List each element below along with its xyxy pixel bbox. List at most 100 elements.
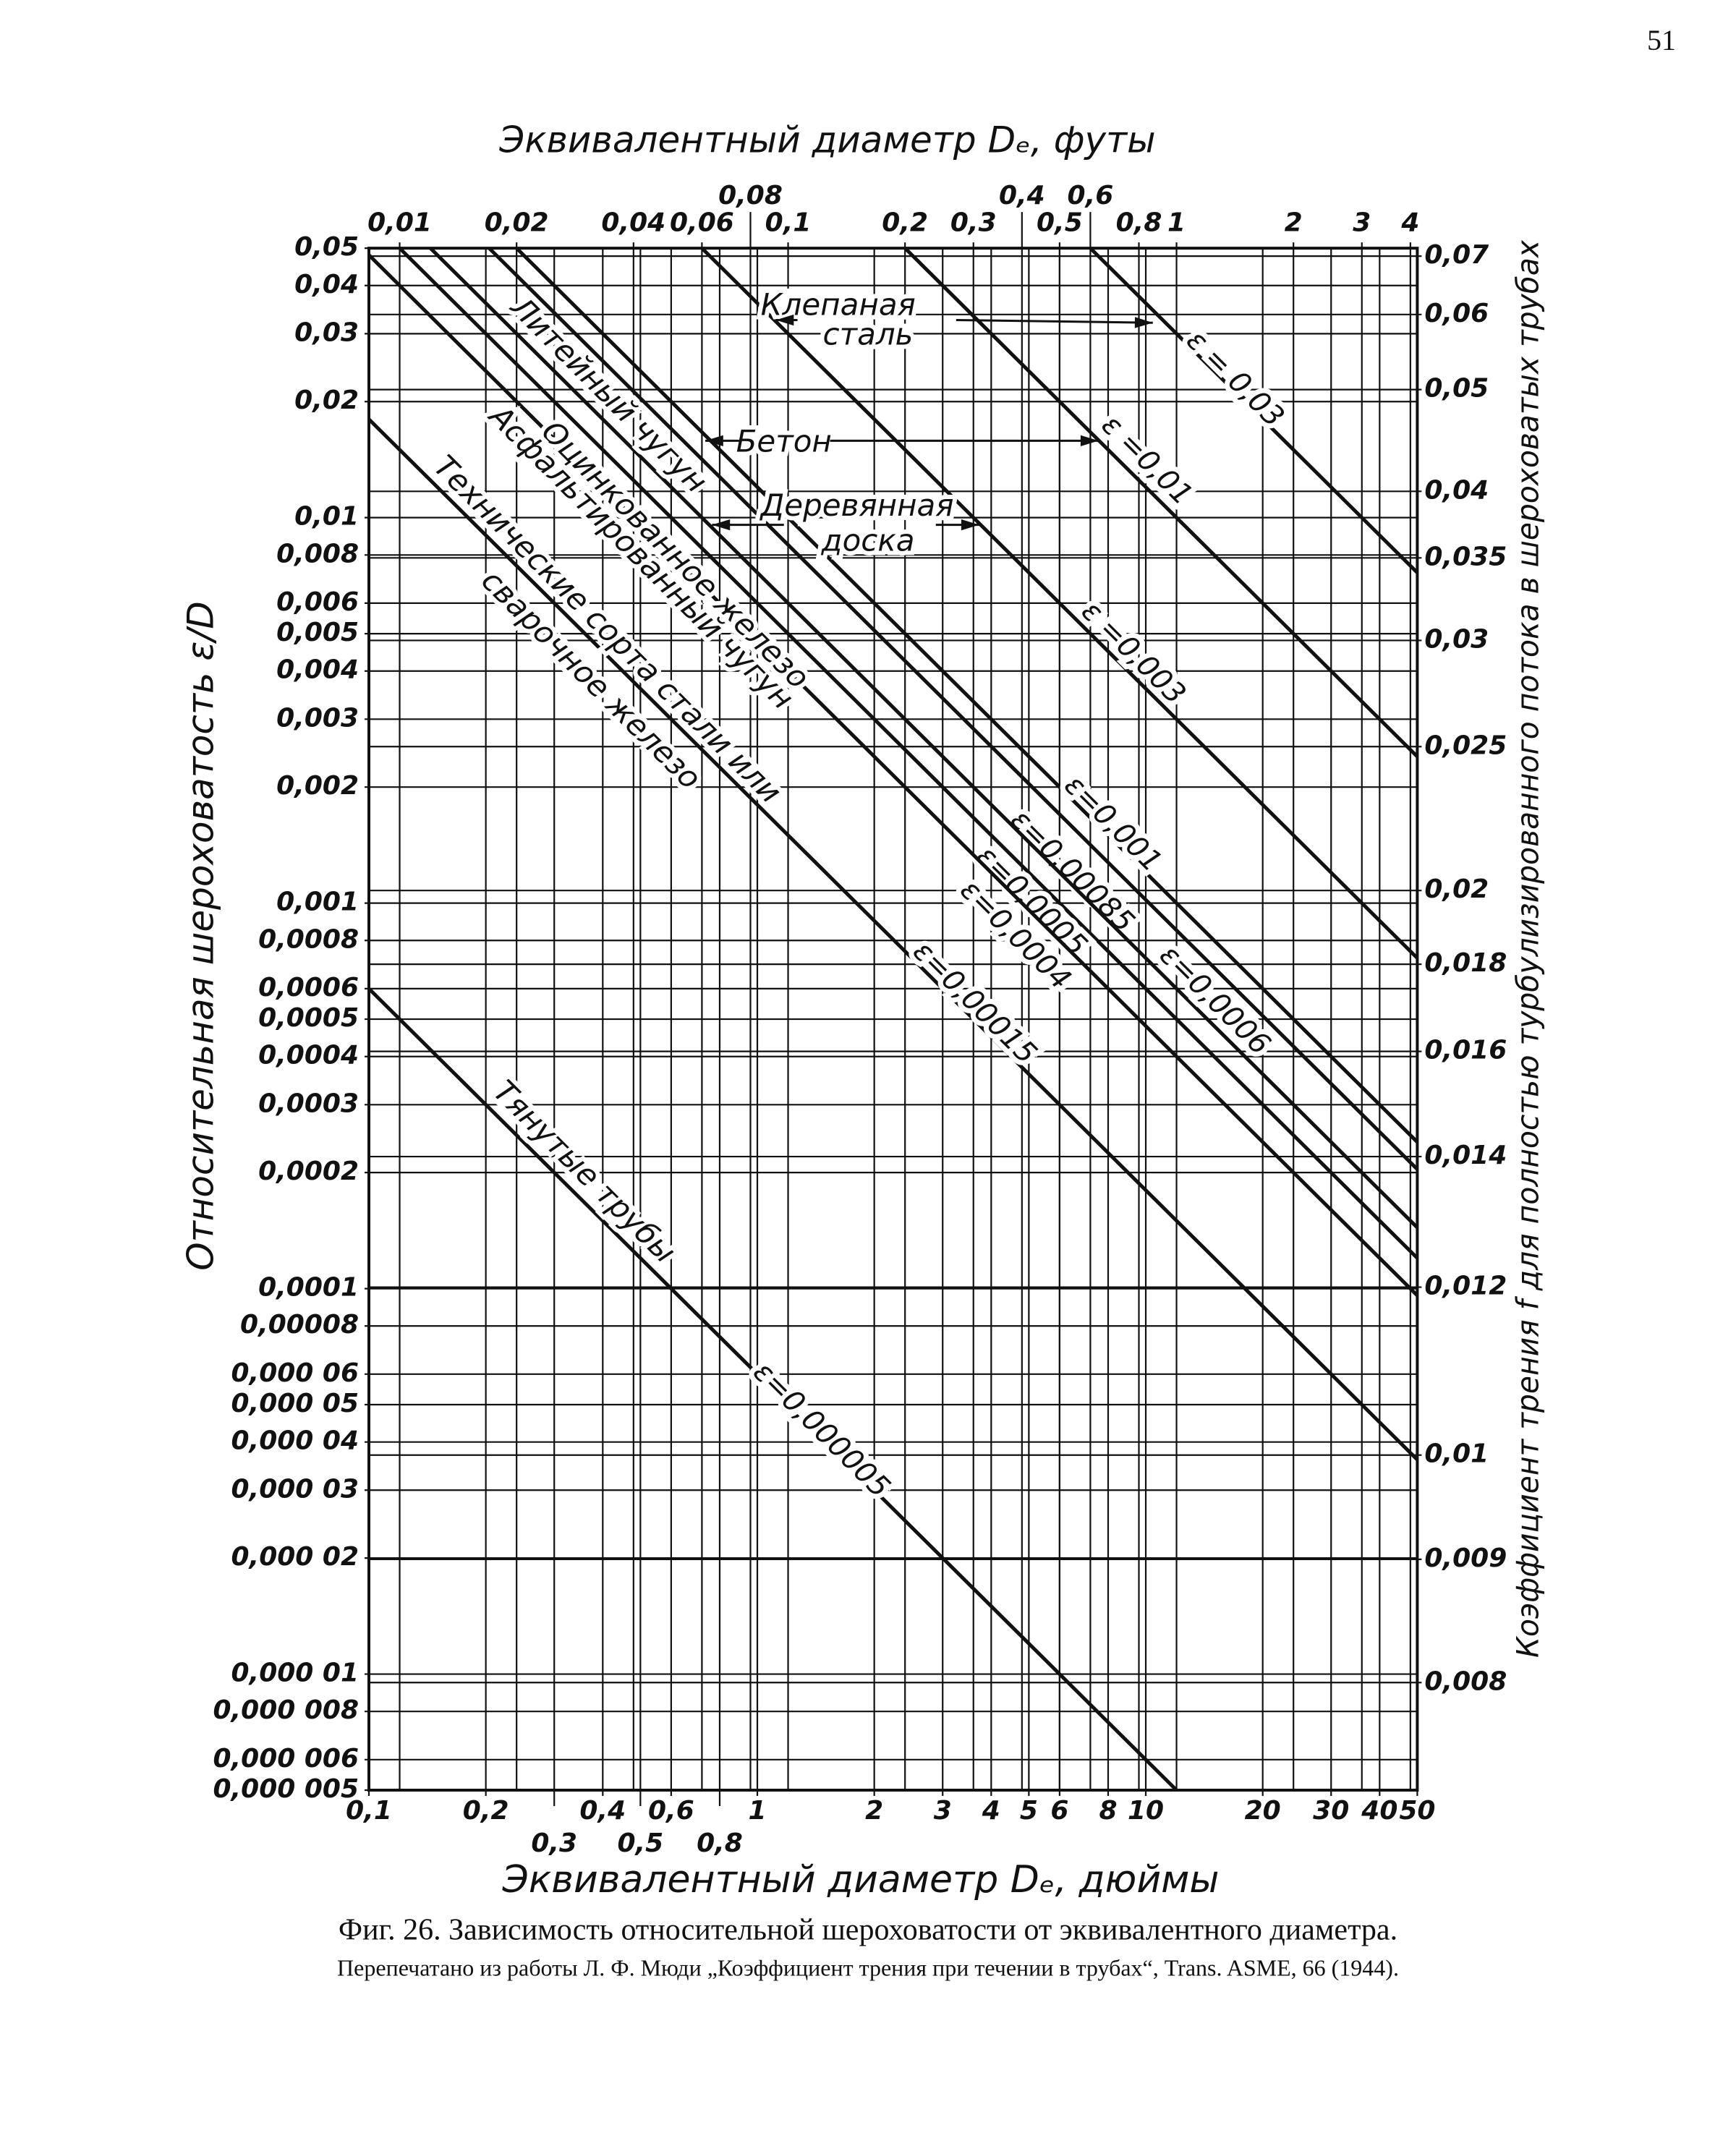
x-tick-label: 8 bbox=[1099, 1796, 1117, 1826]
y-tick-label: 0,0006 bbox=[258, 973, 359, 1002]
y-tick-label: 0,003 bbox=[276, 703, 359, 733]
material-label: сталь bbox=[823, 317, 914, 352]
roughness-line bbox=[429, 247, 1419, 1229]
y-tick-label: 0,006 bbox=[276, 587, 359, 617]
y-tick-label: 0,02 bbox=[294, 386, 359, 415]
x-tick-label: 3 bbox=[934, 1796, 952, 1826]
y-tick-label: 0,01 bbox=[294, 502, 359, 532]
x2-tick-label: 0,2 bbox=[882, 208, 928, 237]
arrow-head bbox=[1080, 435, 1099, 447]
x-tick-label: 4 bbox=[982, 1796, 1000, 1826]
right-axis-title: Коэффициент трения f для полностью турбу… bbox=[1510, 239, 1546, 1658]
y-tick-label: 0,0005 bbox=[258, 1003, 359, 1033]
x-tick-label: 5 bbox=[1020, 1796, 1038, 1826]
y2-tick-label: 0,05 bbox=[1424, 374, 1489, 404]
x-tick-label: 0,3 bbox=[531, 1828, 577, 1858]
x2-tick-label: 0,5 bbox=[1037, 208, 1083, 237]
x2-tick-label: 0,04 bbox=[601, 208, 665, 237]
x-tick-label: 0,1 bbox=[346, 1796, 392, 1826]
plot-frame bbox=[367, 247, 1419, 1792]
x2-tick-label: 0,01 bbox=[367, 208, 432, 237]
y-tick-label: 0,04 bbox=[294, 270, 359, 299]
y-tick-label: 0,0002 bbox=[258, 1157, 359, 1186]
roughness-line bbox=[367, 253, 1419, 1297]
series-label: ε =0,01 bbox=[1095, 408, 1199, 511]
series-label: ε =0,003 bbox=[1075, 595, 1192, 711]
y-tick-label: 0,000 04 bbox=[231, 1426, 359, 1456]
y-tick-label: 0,0001 bbox=[258, 1273, 359, 1303]
roughness-line bbox=[700, 247, 1419, 960]
roughness-line bbox=[367, 987, 1178, 1792]
y-tick-label: 0,000 01 bbox=[231, 1659, 359, 1688]
y-tick-label: 0,004 bbox=[276, 655, 359, 685]
x2-tick-label: 0,8 bbox=[1116, 208, 1162, 237]
caption-source: Перепечатано из работы Л. Ф. Мюди „Коэфф… bbox=[337, 1954, 1399, 1980]
x-tick-label: 0,2 bbox=[463, 1796, 509, 1826]
x2-tick-label: 0,6 bbox=[1068, 181, 1114, 210]
left-axis-title: Относительная шероховатость ε/D bbox=[180, 601, 222, 1271]
y2-tick-label: 0,04 bbox=[1424, 475, 1489, 505]
series-label: ε = 0,03 bbox=[1180, 324, 1290, 434]
roughness-line bbox=[1089, 247, 1419, 574]
y-tick-label: 0,000 008 bbox=[213, 1695, 359, 1725]
y-tick-label: 0,000 03 bbox=[231, 1474, 359, 1504]
x-tick-label: 10 bbox=[1128, 1796, 1164, 1826]
y2-tick-label: 0,018 bbox=[1424, 948, 1507, 978]
x-tick-label: 0,5 bbox=[617, 1828, 663, 1858]
y-tick-label: 0,000 06 bbox=[231, 1358, 359, 1388]
y-tick-label: 0,000 02 bbox=[231, 1542, 359, 1572]
x-tick-label: 0,4 bbox=[579, 1796, 626, 1826]
material-label: доска bbox=[821, 523, 915, 558]
x2-tick-label: 1 bbox=[1167, 208, 1186, 237]
top-axis-title: Эквивалентный диаметр Dₑ, футы bbox=[498, 119, 1155, 161]
y-tick-label: 0,0003 bbox=[258, 1089, 359, 1118]
page-number: 51 bbox=[1647, 24, 1676, 56]
x-tick-label: 50 bbox=[1399, 1796, 1435, 1826]
y2-tick-label: 0,01 bbox=[1424, 1439, 1489, 1469]
x2-tick-label: 0,1 bbox=[765, 208, 812, 237]
roughness-line bbox=[515, 247, 1419, 1144]
x2-tick-label: 0,08 bbox=[718, 181, 783, 210]
y-tick-label: 0,03 bbox=[294, 318, 359, 347]
x-tick-label: 2 bbox=[865, 1796, 883, 1826]
x2-tick-label: 3 bbox=[1353, 208, 1371, 237]
y2-tick-label: 0,02 bbox=[1424, 874, 1489, 904]
x-tick-label: 1 bbox=[748, 1796, 766, 1826]
material-label: Клепаная bbox=[761, 286, 916, 322]
series-label: ε=0,0006 bbox=[1153, 938, 1277, 1061]
bottom-axis-title: Эквивалентный диаметр Dₑ, дюймы bbox=[502, 1858, 1220, 1902]
x2-tick-label: 0,3 bbox=[950, 208, 997, 237]
y-tick-label: 0,000 006 bbox=[213, 1744, 359, 1774]
caption-line: Фиг. 26. Зависимость относительной шерох… bbox=[339, 1914, 1397, 1947]
x2-tick-label: 0,06 bbox=[670, 208, 734, 237]
y2-tick-label: 0,025 bbox=[1424, 731, 1507, 760]
arrow-head bbox=[961, 519, 979, 531]
y-tick-label: 0,05 bbox=[294, 232, 359, 262]
y-tick-label: 0,001 bbox=[276, 887, 359, 917]
arrow-head bbox=[705, 435, 723, 447]
material-label: Бетон bbox=[736, 424, 832, 459]
arrow-head bbox=[1134, 317, 1153, 328]
y2-tick-label: 0,014 bbox=[1424, 1141, 1507, 1170]
y2-tick-label: 0,035 bbox=[1424, 542, 1507, 571]
x-tick-label: 40 bbox=[1361, 1796, 1397, 1826]
x-tick-label: 30 bbox=[1313, 1796, 1349, 1826]
y2-tick-label: 0,009 bbox=[1424, 1543, 1507, 1573]
material-label: Деревянная bbox=[759, 487, 953, 523]
y2-tick-label: 0,03 bbox=[1424, 624, 1489, 654]
x2-tick-label: 0,02 bbox=[485, 208, 549, 237]
roughness-line bbox=[488, 247, 1419, 1171]
x2-tick-label: 4 bbox=[1400, 208, 1419, 237]
x-tick-label: 0,6 bbox=[648, 1796, 694, 1826]
y-tick-label: 0,00008 bbox=[240, 1310, 359, 1340]
y-tick-label: 0,002 bbox=[276, 771, 359, 801]
y-tick-label: 0,000 05 bbox=[231, 1389, 359, 1418]
roughness-line bbox=[367, 417, 1419, 1461]
arrow-shaft bbox=[956, 319, 1153, 324]
y2-tick-label: 0,016 bbox=[1424, 1036, 1507, 1065]
y-tick-label: 0,000 005 bbox=[213, 1774, 359, 1804]
y-tick-label: 0,0004 bbox=[258, 1041, 359, 1070]
x2-tick-label: 2 bbox=[1285, 208, 1303, 237]
roughness-line bbox=[903, 247, 1419, 758]
